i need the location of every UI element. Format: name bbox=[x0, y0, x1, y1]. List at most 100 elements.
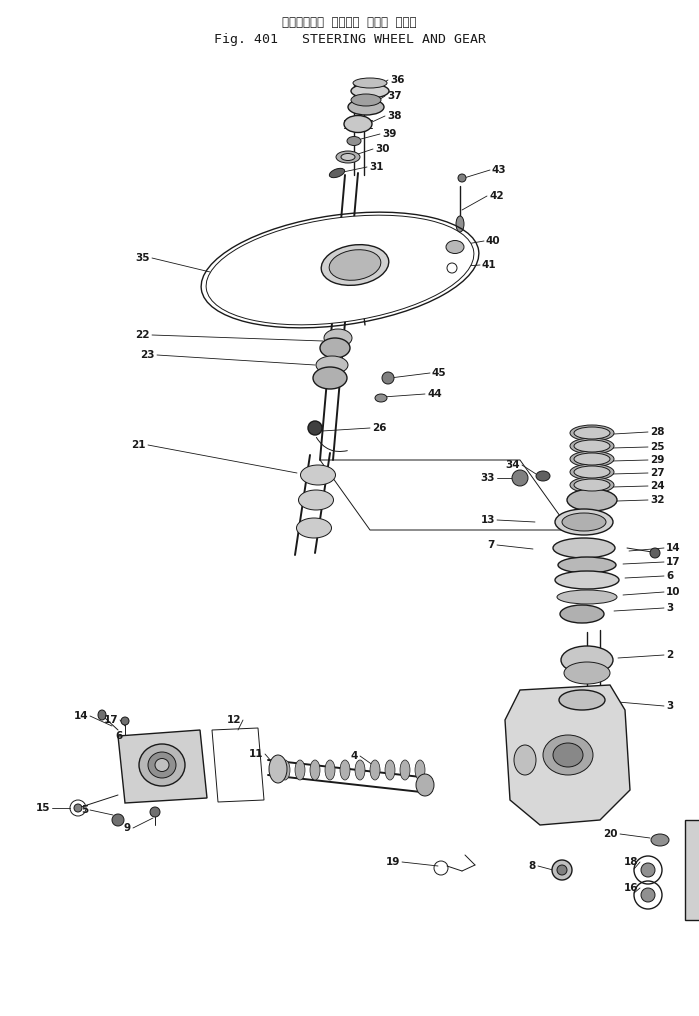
Text: 33: 33 bbox=[480, 473, 495, 483]
Text: 10: 10 bbox=[666, 587, 681, 597]
Ellipse shape bbox=[351, 84, 389, 98]
Ellipse shape bbox=[560, 605, 604, 623]
Ellipse shape bbox=[570, 464, 614, 480]
Text: 7: 7 bbox=[488, 539, 495, 550]
Ellipse shape bbox=[296, 518, 331, 538]
Text: 21: 21 bbox=[131, 440, 146, 450]
Ellipse shape bbox=[313, 367, 347, 389]
Ellipse shape bbox=[558, 557, 616, 573]
Ellipse shape bbox=[574, 453, 610, 465]
Ellipse shape bbox=[353, 78, 387, 88]
Polygon shape bbox=[118, 731, 207, 803]
Text: 14: 14 bbox=[666, 543, 681, 553]
Ellipse shape bbox=[329, 169, 345, 178]
Circle shape bbox=[552, 860, 572, 880]
Ellipse shape bbox=[570, 451, 614, 467]
Text: 28: 28 bbox=[650, 427, 665, 437]
Ellipse shape bbox=[555, 571, 619, 589]
Ellipse shape bbox=[514, 745, 536, 775]
Ellipse shape bbox=[564, 662, 610, 684]
Circle shape bbox=[112, 814, 124, 826]
Ellipse shape bbox=[347, 136, 361, 145]
Text: 27: 27 bbox=[650, 468, 665, 478]
Text: 39: 39 bbox=[382, 129, 396, 139]
Ellipse shape bbox=[348, 99, 384, 115]
Ellipse shape bbox=[148, 752, 176, 778]
Ellipse shape bbox=[320, 338, 350, 358]
Text: 25: 25 bbox=[650, 442, 665, 452]
Text: 37: 37 bbox=[387, 91, 402, 101]
Ellipse shape bbox=[316, 356, 348, 374]
Text: 43: 43 bbox=[492, 165, 507, 175]
Text: 12: 12 bbox=[226, 715, 241, 725]
Text: 3: 3 bbox=[666, 604, 673, 613]
Text: 17: 17 bbox=[666, 557, 681, 567]
Ellipse shape bbox=[310, 760, 320, 780]
Ellipse shape bbox=[574, 440, 610, 452]
Text: 13: 13 bbox=[480, 515, 495, 525]
Text: 26: 26 bbox=[372, 423, 387, 433]
Ellipse shape bbox=[562, 513, 606, 531]
Ellipse shape bbox=[446, 241, 464, 254]
Ellipse shape bbox=[416, 774, 434, 796]
Text: 22: 22 bbox=[136, 330, 150, 340]
Circle shape bbox=[458, 174, 466, 182]
Text: 38: 38 bbox=[387, 111, 401, 121]
Text: 15: 15 bbox=[36, 803, 50, 813]
Ellipse shape bbox=[325, 760, 335, 780]
Text: 9: 9 bbox=[124, 823, 131, 833]
Ellipse shape bbox=[355, 760, 365, 780]
Ellipse shape bbox=[324, 329, 352, 347]
Ellipse shape bbox=[574, 427, 610, 439]
Text: 35: 35 bbox=[136, 253, 150, 263]
Ellipse shape bbox=[456, 216, 464, 232]
Ellipse shape bbox=[570, 438, 614, 454]
Text: 31: 31 bbox=[369, 162, 384, 172]
Ellipse shape bbox=[322, 245, 389, 285]
Ellipse shape bbox=[651, 834, 669, 846]
Bar bbox=[685, 820, 699, 920]
Text: 29: 29 bbox=[650, 455, 664, 465]
Text: ステアリング  ホイール  および  ギャー: ステアリング ホイール および ギャー bbox=[282, 16, 417, 29]
Circle shape bbox=[121, 717, 129, 725]
Text: 42: 42 bbox=[489, 191, 503, 201]
Ellipse shape bbox=[385, 760, 395, 780]
Ellipse shape bbox=[570, 425, 614, 441]
Text: 32: 32 bbox=[650, 495, 665, 505]
Text: 34: 34 bbox=[505, 460, 520, 470]
Text: Fig. 401   STEERING WHEEL AND GEAR: Fig. 401 STEERING WHEEL AND GEAR bbox=[213, 33, 486, 46]
Circle shape bbox=[308, 421, 322, 435]
Text: 17: 17 bbox=[103, 715, 118, 725]
Ellipse shape bbox=[206, 215, 474, 325]
Ellipse shape bbox=[536, 471, 550, 481]
Text: 5: 5 bbox=[81, 805, 88, 815]
Text: 11: 11 bbox=[249, 749, 263, 759]
Text: 4: 4 bbox=[351, 751, 358, 761]
Ellipse shape bbox=[155, 759, 169, 771]
Ellipse shape bbox=[561, 646, 613, 674]
Ellipse shape bbox=[570, 477, 614, 493]
Circle shape bbox=[650, 548, 660, 558]
Ellipse shape bbox=[375, 394, 387, 402]
Polygon shape bbox=[505, 685, 630, 825]
Ellipse shape bbox=[341, 153, 355, 161]
Text: 2: 2 bbox=[666, 650, 673, 660]
Text: 23: 23 bbox=[140, 350, 155, 360]
Ellipse shape bbox=[269, 755, 287, 783]
Ellipse shape bbox=[415, 760, 425, 780]
Ellipse shape bbox=[553, 743, 583, 767]
Text: 24: 24 bbox=[650, 481, 665, 491]
Ellipse shape bbox=[553, 538, 615, 558]
Ellipse shape bbox=[295, 760, 305, 780]
Ellipse shape bbox=[574, 479, 610, 491]
Ellipse shape bbox=[567, 489, 617, 511]
Circle shape bbox=[150, 807, 160, 817]
Circle shape bbox=[641, 888, 655, 902]
Text: 30: 30 bbox=[375, 144, 389, 154]
Text: 18: 18 bbox=[624, 858, 638, 867]
Text: 8: 8 bbox=[528, 861, 536, 871]
Ellipse shape bbox=[139, 744, 185, 786]
Circle shape bbox=[382, 372, 394, 384]
Ellipse shape bbox=[543, 735, 593, 775]
Ellipse shape bbox=[557, 590, 617, 604]
